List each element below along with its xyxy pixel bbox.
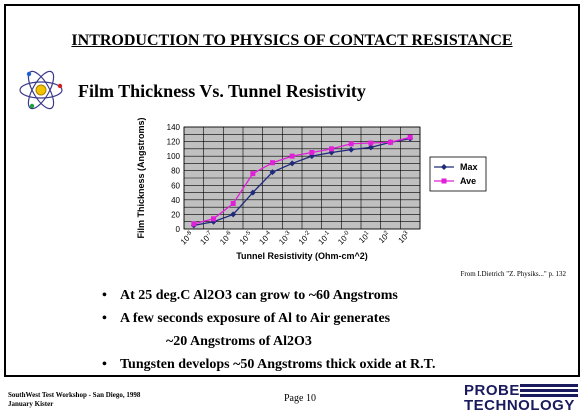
legend-label: Max [460, 162, 478, 172]
legend-marker [441, 164, 447, 170]
bullet-symbol: • [102, 288, 107, 303]
legend-box [429, 156, 487, 192]
footer-author: January Kister [8, 400, 54, 408]
data-point-max [348, 146, 355, 153]
x-axis-label: Tunnel Resistivity (Ohm-cm^2) [236, 251, 368, 261]
x-tick-label: 10-5 [238, 230, 255, 247]
x-tick-label: 10-8 [179, 230, 196, 247]
data-point-ave [289, 153, 295, 159]
data-point-max [289, 160, 296, 167]
x-tick-label: 101 [357, 230, 372, 245]
data-point-ave [388, 139, 393, 145]
x-tick-label: 103 [397, 230, 412, 245]
atom-icon [19, 70, 63, 110]
bullet-list: • At 25 deg.C Al2O3 can grow to ~60 Angst… [102, 284, 436, 375]
chart-svg: Film Thickness (Angstroms) 0 20 40 60 80 100 1… [136, 117, 487, 261]
bullet-symbol: • [102, 357, 107, 372]
bullet-text: A few seconds exposure of Al to Air gene… [120, 311, 391, 326]
data-point-ave [191, 221, 197, 227]
data-point-ave [348, 141, 354, 147]
bullet-text: At 25 deg.C Al2O3 can grow to ~60 Angstr… [120, 288, 398, 303]
data-point-max [269, 169, 276, 176]
y-axis-label: Film Thickness (Angstroms) [136, 117, 146, 238]
y-tick-label: 100 [167, 152, 181, 161]
bullet-item: • Tungsten develops ~50 Angstroms thick o… [102, 353, 436, 375]
data-point-ave [329, 146, 334, 152]
logo-line1: PROBE [464, 382, 520, 399]
data-point-ave [309, 150, 315, 155]
data-point-ave [250, 171, 256, 177]
series-line-max [193, 138, 411, 226]
data-point-ave [230, 201, 236, 206]
y-tick-label: 20 [171, 210, 180, 219]
data-point-max [367, 144, 374, 151]
legend-marker [441, 178, 447, 184]
bullet-text: ~20 Angstroms of Al2O3 [166, 334, 312, 349]
data-point-max [249, 189, 256, 196]
logo-bars-icon [520, 384, 578, 398]
x-tick-label: 10-0 [336, 230, 353, 247]
y-tick-label: 80 [171, 167, 180, 176]
bullet-item: • A few seconds exposure of Al to Air gen… [102, 307, 435, 330]
x-tick-label: 10-3 [277, 230, 294, 247]
legend-label: Ave [460, 176, 476, 186]
logo-line2: TECHNOLOGY [464, 397, 575, 414]
footer-credits: SouthWest Test Workshop - San Diego, 199… [8, 391, 140, 409]
slide-frame: INTRODUCTION TO PHYSICS OF CONTACT RESIS… [4, 4, 580, 377]
data-point-ave [407, 134, 413, 140]
footer-workshop: SouthWest Test Workshop - San Diego, 199… [8, 391, 141, 399]
chart: Film Thickness (Angstroms) 0 20 40 60 80 100 1… [130, 113, 490, 268]
data-point-ave [368, 140, 374, 146]
series-line-ave [193, 136, 411, 225]
data-point-ave [211, 216, 216, 222]
bullet-item: ~20 Angstroms of Al2O3 [102, 330, 435, 353]
data-point-ave [270, 160, 275, 166]
bullet-symbol: • [102, 311, 107, 326]
x-tick-label: 10-4 [257, 230, 274, 247]
y-tick-label: 140 [167, 123, 181, 132]
citation: From I.Dietrich "Z. Physiks..." p. 132 [460, 270, 566, 278]
y-tick-label: 60 [171, 181, 180, 190]
x-tick-label: 10-7 [198, 230, 215, 247]
slide-title: INTRODUCTION TO PHYSICS OF CONTACT RESIS… [71, 32, 513, 49]
x-tick-label: 10-2 [297, 230, 314, 247]
bullet-item: • At 25 deg.C Al2O3 can grow to ~60 Angst… [102, 284, 435, 307]
data-point-max [230, 211, 237, 218]
company-logo: PROBE TECHNOLOGY [462, 380, 582, 416]
slide-subtitle: Film Thickness Vs. Tunnel Resistivity [78, 81, 366, 101]
y-tick-label: 0 [176, 225, 181, 234]
x-tick-label: 10-6 [218, 230, 235, 247]
y-tick-label: 40 [171, 196, 180, 205]
page-number: Page 10 [284, 393, 316, 404]
y-tick-label: 120 [167, 138, 181, 147]
x-tick-label: 102 [377, 230, 392, 245]
bullet-text: Tungsten develops ~50 Angstroms thick ox… [120, 357, 436, 372]
x-tick-label: 10-1 [316, 230, 333, 247]
